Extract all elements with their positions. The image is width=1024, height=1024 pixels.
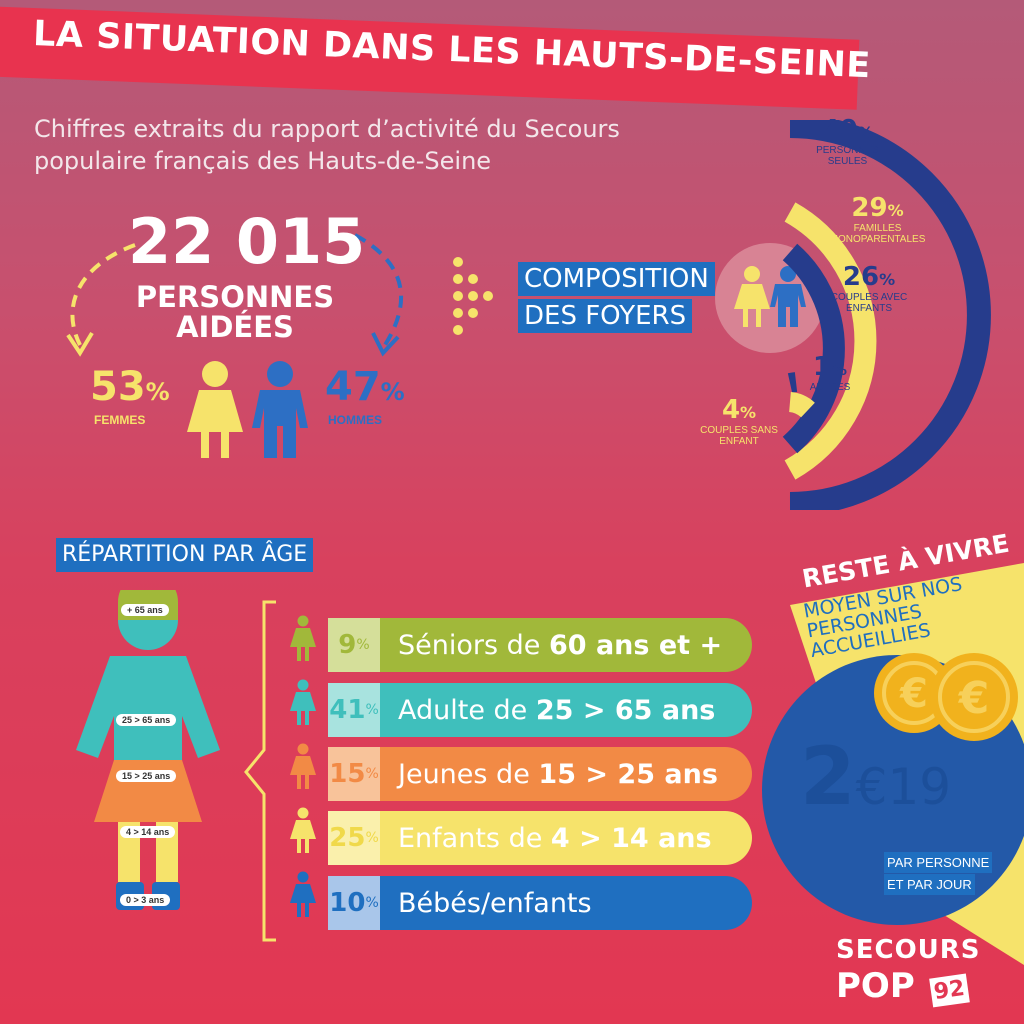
person-icon — [290, 871, 316, 917]
person-icon — [290, 679, 316, 725]
arc-autres — [787, 372, 798, 393]
comp-label-couples-sans-enfant: 4% COUPLES SANS ENFANT — [700, 395, 778, 447]
logo-pop: POP 92 — [836, 966, 970, 1008]
man-icon — [252, 361, 308, 458]
person-icon — [290, 743, 316, 789]
composition-arc-chart — [782, 120, 991, 510]
age-row: 25% Enfants de 4 > 14 ans — [328, 811, 752, 865]
reste-per-person: PAR PERSONNE ET PAR JOUR — [884, 852, 1024, 896]
comp-label-couples-avec-enfants: 26% COUPLES AVEC ENFANTS — [830, 262, 908, 314]
svg-text:€: € — [899, 671, 928, 717]
composition-label: COMPOSITION DES FOYERS — [518, 262, 715, 336]
people-label-line1: PERSONNES — [135, 280, 335, 314]
age-row-percent: 25% — [328, 811, 380, 865]
euro-coins-icon: € € — [874, 653, 1018, 741]
dashed-arrows-icon — [66, 233, 404, 357]
age-row-label: Bébés/enfants — [398, 887, 592, 919]
composition-label-line1: COMPOSITION — [518, 262, 715, 296]
svg-text:€: € — [958, 673, 990, 724]
people-count: 22 015 — [128, 205, 366, 278]
age-row-label: Enfants de 4 > 14 ans — [398, 822, 712, 854]
arc-familles-monoparentales — [784, 202, 877, 480]
age-row: 15% Jeunes de 15 > 25 ans — [328, 747, 752, 801]
dots-arrow-icon — [453, 257, 493, 335]
age-row-percent: 10% — [328, 876, 380, 930]
age-row: 41% Adulte de 25 > 65 ans — [328, 683, 752, 737]
composition-label-line2: DES FOYERS — [518, 299, 693, 333]
age-row-label: Jeunes de 15 > 25 ans — [398, 758, 718, 790]
comp-label-autres: 1% AUTRES — [809, 352, 851, 393]
age-tag-0-3: 0 > 3 ans — [120, 894, 171, 906]
age-row-percent: 9% — [328, 618, 380, 672]
men-label: HOMMES — [328, 413, 382, 427]
people-label-line2: AIDÉES — [176, 310, 294, 344]
comp-label-personnes-seules: 40% PERSONNES SEULES — [816, 115, 879, 167]
arc-couples-sans-enfant — [788, 392, 815, 418]
arc-personnes-seules — [789, 120, 991, 510]
age-tag-15-25: 15 > 25 ans — [116, 770, 177, 782]
logo-secours: SECOURS — [836, 935, 981, 965]
couple-icon — [734, 266, 806, 327]
age-row-label: Séniors de 60 ans et + — [398, 629, 723, 661]
age-section-label: RÉPARTITION PAR ÂGE — [56, 538, 314, 572]
age-row-label: Adulte de 25 > 65 ans — [398, 694, 716, 726]
women-label: FEMMES — [94, 413, 146, 427]
women-percent: 53% — [90, 364, 170, 410]
arc-couples-avec-enfants — [782, 243, 845, 454]
person-icon — [290, 807, 316, 853]
age-row: 10% Bébés/enfants — [328, 876, 752, 930]
age-tag-65: + 65 ans — [121, 604, 169, 616]
people-label: PERSONNES AIDÉES — [130, 282, 340, 342]
bracket-icon — [244, 600, 276, 942]
age-tag-4-14: 4 > 14 ans — [120, 826, 176, 838]
age-row: 9% Séniors de 60 ans et + — [328, 618, 752, 672]
age-tag-25-65: 25 > 65 ans — [116, 714, 177, 726]
age-person-icons — [290, 615, 316, 917]
person-icon — [290, 615, 316, 661]
men-percent: 47% — [325, 364, 405, 410]
age-row-percent: 15% — [328, 747, 380, 801]
comp-label-familles-monoparentales: 29% FAMILLES MONOPARENTALES — [829, 193, 926, 245]
age-figure-icon — [76, 590, 220, 910]
reste-amount: 2€19 — [800, 730, 952, 823]
logo-badge: 92 — [928, 973, 970, 1008]
subtitle: Chiffres extraits du rapport d’activité … — [34, 115, 620, 175]
age-row-percent: 41% — [328, 683, 380, 737]
woman-icon — [187, 361, 243, 458]
